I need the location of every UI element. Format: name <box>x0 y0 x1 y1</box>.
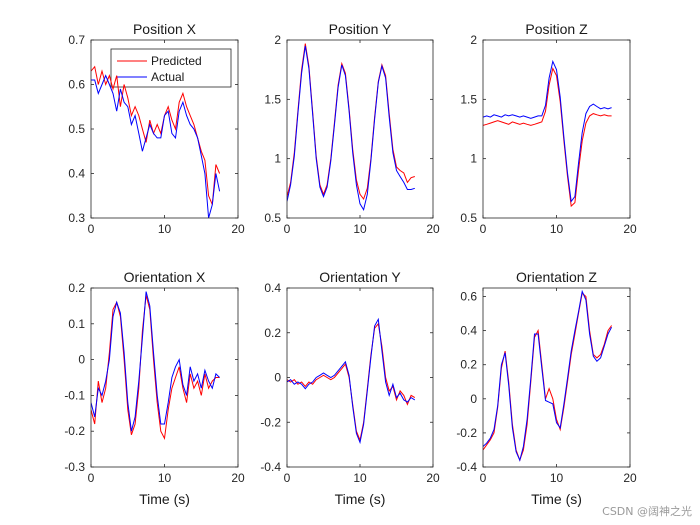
y-tick-label: -0.4 <box>456 460 477 474</box>
y-tick-label: 0.5 <box>264 211 281 225</box>
x-tick-label: 20 <box>426 222 440 236</box>
y-tick-label: 0.2 <box>68 281 85 295</box>
subplot-position-x: Position X Predicted Actual 0 10 20 0.3 0.4 0… <box>68 21 245 236</box>
series-line-predicted <box>483 67 612 208</box>
x-tick-label: 0 <box>284 222 291 236</box>
y-tick-label: 0.3 <box>68 211 85 225</box>
y-tick-label: 0.6 <box>68 78 85 92</box>
subplot-title: Orientation X <box>124 269 206 285</box>
y-tick-label: -0.4 <box>260 460 281 474</box>
series-line-actual <box>91 74 221 218</box>
x-tick-label: 20 <box>426 471 440 485</box>
y-tick-label: 0 <box>274 371 281 385</box>
y-tick-label: 0.2 <box>264 326 281 340</box>
subplot-title: Orientation Z <box>516 269 597 285</box>
x-tick-label: 0 <box>88 222 95 236</box>
x-tick-label: 10 <box>353 471 367 485</box>
subplot-position-z: Position Z 0 10 20 0.5 1 1.5 2 <box>460 21 637 236</box>
y-tick-label: 0.2 <box>460 358 477 372</box>
series-line-actual <box>287 45 415 211</box>
subplot-title: Position Y <box>329 21 392 37</box>
x-axis-label: Time (s) <box>139 491 190 507</box>
y-tick-label: -0.2 <box>64 424 85 438</box>
series-line-actual <box>483 289 613 462</box>
series-line-actual <box>483 59 612 203</box>
y-tick-label: 2 <box>470 33 477 47</box>
legend-label-actual: Actual <box>151 70 184 84</box>
y-tick-label: 0.5 <box>460 211 477 225</box>
y-tick-label: 0.4 <box>460 324 477 338</box>
y-tick-label: -0.2 <box>456 426 477 440</box>
subplot-title: Orientation Y <box>319 269 401 285</box>
x-tick-label: 10 <box>550 222 564 236</box>
watermark: CSDN @阔神之光 <box>602 505 692 518</box>
y-tick-label: -0.3 <box>64 460 85 474</box>
subplot-title: Position Z <box>525 21 588 37</box>
y-tick-label: 1.5 <box>264 92 281 106</box>
y-tick-label: -0.1 <box>64 388 85 402</box>
x-tick-label: 0 <box>284 471 291 485</box>
y-tick-label: 2 <box>274 33 281 47</box>
x-tick-label: 10 <box>550 471 564 485</box>
y-tick-label: 0.7 <box>68 33 85 47</box>
subplot-position-y: Position Y 0 10 20 0.5 1 1.5 2 <box>264 21 440 236</box>
subplot-orientation-z: Orientation Z Time (s) 0 10 20 -0.4 -0.2 0 0.2… <box>456 269 637 507</box>
x-tick-label: 0 <box>480 471 487 485</box>
y-tick-label: 0.4 <box>264 281 281 295</box>
x-tick-label: 10 <box>353 222 367 236</box>
series-line-predicted <box>91 295 220 441</box>
legend-box <box>110 48 232 88</box>
series-line-actual <box>287 317 416 445</box>
y-tick-label: 0.1 <box>68 317 85 331</box>
subplot-orientation-x: Orientation X Time (s) 0 10 20 -0.3 -0.2 -0.1… <box>64 269 245 507</box>
legend-label-predicted: Predicted <box>151 54 202 68</box>
x-tick-label: 10 <box>158 222 172 236</box>
y-tick-label: 0 <box>470 392 477 406</box>
y-tick-label: 1 <box>274 152 281 166</box>
y-tick-label: 0.4 <box>68 167 85 181</box>
x-tick-label: 10 <box>158 471 172 485</box>
x-tick-label: 0 <box>88 471 95 485</box>
y-tick-label: 0.6 <box>460 290 477 304</box>
x-tick-label: 20 <box>231 222 245 236</box>
legend: Predicted Actual <box>110 48 232 88</box>
series-line-actual <box>91 291 220 432</box>
y-tick-label: 0.5 <box>68 122 85 136</box>
y-tick-label: 0 <box>78 353 85 367</box>
x-tick-label: 20 <box>623 222 637 236</box>
subplot-orientation-y: Orientation Y Time (s) 0 10 20 -0.4 -0.2 0 0.2… <box>260 269 440 507</box>
x-tick-label: 0 <box>480 222 487 236</box>
x-tick-label: 20 <box>231 471 245 485</box>
y-tick-label: 1.5 <box>460 92 477 106</box>
x-tick-label: 20 <box>623 471 637 485</box>
x-axis-label: Time (s) <box>335 491 386 507</box>
y-tick-label: -0.2 <box>260 415 281 429</box>
subplot-title: Position X <box>133 21 197 37</box>
x-axis-label: Time (s) <box>531 491 582 507</box>
y-tick-label: 1 <box>470 152 477 166</box>
